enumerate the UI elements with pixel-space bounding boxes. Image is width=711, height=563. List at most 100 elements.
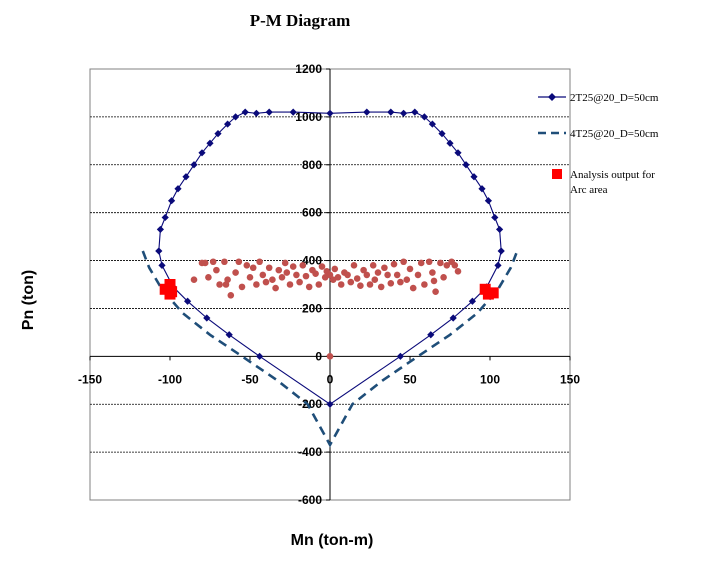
point-analysis-scatter xyxy=(232,269,239,276)
point-analysis-scatter xyxy=(432,288,439,295)
point-analysis-scatter xyxy=(299,262,307,269)
point-2t25 xyxy=(400,109,408,117)
point-2t25 xyxy=(478,185,486,193)
point-2t25 xyxy=(203,314,211,322)
x-tick-label: -150 xyxy=(78,372,102,386)
x-tick-labels: -150 -100 -50 0 50 100 150 xyxy=(78,372,580,386)
point-analysis-scatter xyxy=(363,271,371,279)
point-analysis-scatter xyxy=(227,291,235,299)
point-2t25 xyxy=(158,261,166,269)
point-analysis-scatter xyxy=(222,281,230,288)
point-analysis-scatter xyxy=(390,260,398,268)
legend-label-2t25: 2T25@20_D=50cm xyxy=(570,92,659,104)
point-analysis-scatter xyxy=(326,271,334,279)
point-2t25 xyxy=(252,109,260,117)
x-tick-label: -100 xyxy=(158,372,182,386)
y-axis-label: Pn (ton) xyxy=(20,270,37,330)
point-analysis-scatter xyxy=(243,262,251,269)
point-analysis-scatter xyxy=(374,269,382,276)
point-analysis-scatter xyxy=(384,271,391,279)
point-2t25 xyxy=(438,130,446,138)
point-analysis-scatter xyxy=(265,264,273,272)
point-analysis-scatter xyxy=(209,258,217,266)
point-2t25 xyxy=(326,400,334,408)
point-analysis-scatter xyxy=(256,258,263,266)
point-analysis-scatter xyxy=(425,258,433,266)
point-analysis-scatter xyxy=(421,281,428,288)
point-analysis-scatter xyxy=(213,266,220,274)
legend-label-4t25: 4T25@20_D=50cm xyxy=(570,128,659,140)
point-analysis-scatter xyxy=(406,265,414,273)
point-analysis-scatter xyxy=(205,274,212,281)
point-2t25 xyxy=(155,247,163,255)
point-analysis-scatter xyxy=(451,262,459,269)
legend-label-analysis-line2: Arc area xyxy=(570,184,608,196)
y-tick-label: -600 xyxy=(298,493,322,507)
point-analysis-scatter xyxy=(371,276,379,284)
point-analysis-scatter xyxy=(302,272,310,280)
point-analysis-scatter xyxy=(272,284,279,292)
point-analysis-scatter xyxy=(430,277,438,285)
point-analysis-scatter xyxy=(275,266,283,274)
point-analysis-scatter xyxy=(443,262,451,269)
point-analysis-scatter xyxy=(366,281,374,288)
point-analysis-scatter xyxy=(221,258,228,266)
point-2t25 xyxy=(449,314,457,322)
gridlines xyxy=(90,116,570,453)
point-analysis-scatter xyxy=(281,259,289,267)
point-analysis-scatter xyxy=(315,281,323,288)
point-2t25 xyxy=(387,108,395,116)
point-2t25 xyxy=(427,331,435,339)
y-tick-labels: -600 -400 -200 0 200 400 600 800 1000 1200 xyxy=(295,62,322,507)
point-analysis-scatter xyxy=(387,280,395,287)
point-analysis-scatter xyxy=(344,271,351,279)
point-2t25 xyxy=(454,149,462,157)
point-analysis-scatter xyxy=(238,283,246,291)
point-2t25 xyxy=(411,108,419,116)
point-2t25 xyxy=(265,108,273,116)
chart-title: P-M Diagram xyxy=(250,11,351,30)
point-2t25 xyxy=(256,352,264,360)
point-2t25 xyxy=(363,108,371,116)
point-analysis-scatter xyxy=(262,278,270,286)
point-2t25 xyxy=(174,185,182,193)
point-2t25 xyxy=(198,149,206,157)
series-markers xyxy=(155,108,505,408)
x-tick-label: 0 xyxy=(327,372,334,386)
point-2t25 xyxy=(190,161,198,169)
point-analysis-scatter xyxy=(360,266,367,274)
x-tick-label: 50 xyxy=(403,372,417,386)
y-tick-label: 800 xyxy=(302,158,322,172)
legend-marker-2t25 xyxy=(548,93,556,101)
x-tick-label: -50 xyxy=(241,372,259,386)
point-2t25 xyxy=(224,120,232,128)
point-analysis-scatter xyxy=(283,269,291,276)
point-analysis-scatter xyxy=(409,284,417,292)
point-2t25 xyxy=(225,331,233,339)
point-analysis-scatter xyxy=(403,276,411,284)
point-2t25 xyxy=(428,120,436,128)
point-analysis-scatter xyxy=(198,259,206,267)
point-analysis-scatter xyxy=(337,281,345,288)
point-2t25 xyxy=(494,261,502,269)
x-axis-label: Mn (ton-m) xyxy=(291,532,374,549)
point-2t25 xyxy=(396,352,404,360)
point-2t25 xyxy=(232,113,240,121)
point-analysis-scatter xyxy=(353,275,361,282)
point-analysis-scatter xyxy=(429,269,436,276)
y-tick-label: 200 xyxy=(302,301,322,315)
point-2t25 xyxy=(491,213,499,222)
legend: 2T25@20_D=50cm 4T25@20_D=50cm Analysis o… xyxy=(538,92,659,196)
point-analysis-scatter xyxy=(393,271,401,279)
point-analysis-scatter xyxy=(350,262,358,269)
point-analysis-scatter xyxy=(289,263,297,270)
point-2t25 xyxy=(326,109,334,117)
point-2t25 xyxy=(241,108,249,116)
point-analysis-scatter xyxy=(235,258,243,266)
y-tick-label: -200 xyxy=(298,397,322,411)
point-2t25 xyxy=(184,297,192,305)
point-2t25 xyxy=(497,247,505,255)
legend-marker-analysis xyxy=(552,169,562,179)
point-analysis-scatter xyxy=(318,263,326,270)
point-analysis-scatter xyxy=(369,262,377,269)
